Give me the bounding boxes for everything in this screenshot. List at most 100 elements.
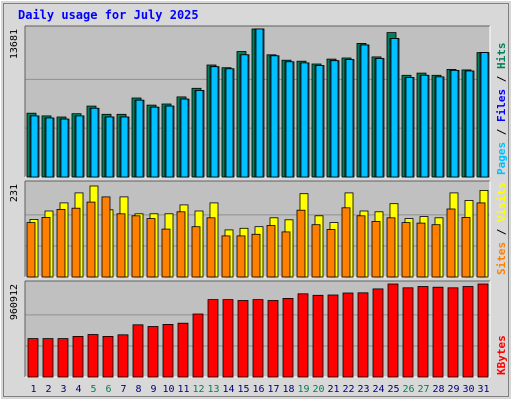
bar-pages-day-12 bbox=[195, 90, 204, 178]
x-tick-label-day-9: 9 bbox=[150, 384, 156, 395]
bar-sites-day-17 bbox=[266, 225, 276, 278]
bar-pages-day-14 bbox=[225, 68, 234, 178]
legend-part: / bbox=[495, 69, 508, 89]
bar-pages-day-27 bbox=[420, 74, 429, 178]
bar-pages-day-28 bbox=[435, 76, 444, 178]
x-tick-label-day-1: 1 bbox=[30, 384, 36, 395]
bar-kbytes-day-20 bbox=[312, 294, 324, 378]
bar-kbytes-day-2 bbox=[42, 338, 54, 378]
panel-visits-sites: 231 Sites / Visits bbox=[9, 180, 508, 278]
bar-pages-day-30 bbox=[465, 70, 474, 178]
bar-sites-day-6 bbox=[101, 196, 111, 278]
x-tick-label-day-6: 6 bbox=[105, 384, 111, 395]
bar-pages-day-2 bbox=[45, 117, 54, 178]
bar-kbytes-day-1 bbox=[27, 338, 39, 378]
x-tick-label-day-20: 20 bbox=[312, 384, 324, 395]
bar-pages-day-17 bbox=[270, 55, 279, 178]
bar-pages-day-13 bbox=[210, 66, 219, 178]
bar-pages-day-10 bbox=[165, 105, 174, 178]
x-tick-label-day-22: 22 bbox=[342, 384, 354, 395]
x-tick-label-day-18: 18 bbox=[282, 384, 294, 395]
panel-kbytes: 960912 KBytes bbox=[9, 280, 508, 378]
legend-part: KBytes bbox=[495, 335, 508, 375]
bar-sites-day-24 bbox=[371, 220, 381, 278]
bar-kbytes-day-22 bbox=[342, 292, 354, 378]
bar-sites-day-19 bbox=[296, 209, 306, 278]
bar-sites-day-14 bbox=[221, 235, 231, 278]
x-tick-label-day-21: 21 bbox=[327, 384, 339, 395]
legend-part: / bbox=[495, 122, 508, 142]
y-max-tick-label-visits-sites: 231 bbox=[9, 184, 20, 202]
bar-pages-day-6 bbox=[105, 116, 114, 178]
x-tick-label-day-29: 29 bbox=[447, 384, 459, 395]
frame-shadow bbox=[3, 3, 509, 397]
bar-sites-day-2 bbox=[41, 216, 51, 278]
bar-pages-day-3 bbox=[60, 118, 69, 178]
x-axis-day-labels: 1 2 3 4 5 6 7 8 9 10 11 12 13 14 15 16 17 18 19 20 21 22 23 24 2… bbox=[30, 384, 489, 395]
bar-kbytes-day-11 bbox=[177, 322, 189, 378]
bar-kbytes-day-12 bbox=[192, 313, 204, 378]
bar-kbytes-day-4 bbox=[72, 335, 84, 378]
bar-kbytes-day-6 bbox=[102, 335, 114, 378]
y-axis-legend-visits-sites: Sites / Visits bbox=[495, 182, 508, 275]
bar-pages-day-5 bbox=[90, 107, 99, 178]
bar-sites-day-18 bbox=[281, 231, 291, 278]
bar-pages-day-11 bbox=[180, 98, 189, 178]
bar-kbytes-day-14 bbox=[222, 299, 234, 378]
bar-pages-day-25 bbox=[390, 38, 399, 178]
bar-kbytes-day-19 bbox=[297, 293, 309, 378]
legend-part: Hits bbox=[495, 43, 508, 70]
bar-kbytes-day-16 bbox=[252, 299, 264, 378]
x-tick-label-day-19: 19 bbox=[297, 384, 309, 395]
bar-pages-day-29 bbox=[450, 70, 459, 178]
bar-kbytes-day-26 bbox=[402, 287, 414, 378]
bar-kbytes-day-15 bbox=[237, 300, 249, 378]
bar-kbytes-day-10 bbox=[162, 323, 174, 378]
legend-part: / bbox=[495, 222, 508, 242]
legend-part: Visits bbox=[495, 182, 508, 222]
bar-sites-day-3 bbox=[56, 208, 66, 278]
x-tick-label-day-31: 31 bbox=[477, 384, 489, 395]
x-tick-label-day-2: 2 bbox=[45, 384, 51, 395]
bar-sites-day-28 bbox=[431, 224, 441, 278]
bar-pages-day-19 bbox=[300, 62, 309, 178]
bar-sites-day-10 bbox=[161, 228, 171, 278]
x-tick-label-day-24: 24 bbox=[372, 384, 384, 395]
bar-pages-day-21 bbox=[330, 60, 339, 178]
x-tick-label-day-17: 17 bbox=[267, 384, 279, 395]
bar-kbytes-day-3 bbox=[57, 338, 69, 378]
bar-sites-day-31 bbox=[476, 202, 486, 278]
bar-pages-day-22 bbox=[345, 59, 354, 178]
bar-pages-day-4 bbox=[75, 115, 84, 178]
bar-sites-day-7 bbox=[116, 213, 126, 278]
y-max-tick-label-hits-files-pages: 13681 bbox=[9, 29, 20, 59]
x-tick-label-day-10: 10 bbox=[162, 384, 174, 395]
bar-kbytes-day-27 bbox=[417, 286, 429, 378]
bar-kbytes-day-7 bbox=[117, 334, 129, 378]
bar-kbytes-day-8 bbox=[132, 324, 144, 378]
bar-sites-day-8 bbox=[131, 215, 141, 278]
bar-sites-day-11 bbox=[176, 211, 186, 278]
bar-kbytes-day-31 bbox=[477, 283, 489, 378]
x-tick-label-day-14: 14 bbox=[222, 384, 234, 395]
x-tick-label-day-16: 16 bbox=[252, 384, 264, 395]
bar-pages-day-26 bbox=[405, 77, 414, 178]
panel-hits-files-pages: 13681 Pages / Files / Hits bbox=[9, 25, 508, 178]
x-tick-label-day-27: 27 bbox=[417, 384, 429, 395]
bar-pages-day-9 bbox=[150, 106, 159, 178]
bar-kbytes-day-23 bbox=[357, 292, 369, 378]
bar-kbytes-day-30 bbox=[462, 286, 474, 378]
bar-sites-day-4 bbox=[71, 207, 81, 278]
bar-kbytes-day-5 bbox=[87, 334, 99, 378]
x-tick-label-day-23: 23 bbox=[357, 384, 369, 395]
bar-pages-day-1 bbox=[30, 115, 39, 178]
bar-pages-day-18 bbox=[285, 61, 294, 178]
bar-pages-day-16 bbox=[255, 28, 264, 178]
bar-sites-day-16 bbox=[251, 233, 261, 278]
bar-kbytes-day-21 bbox=[327, 294, 339, 378]
bar-kbytes-day-29 bbox=[447, 287, 459, 378]
x-tick-label-day-11: 11 bbox=[177, 384, 189, 395]
bar-sites-day-5 bbox=[86, 201, 96, 278]
